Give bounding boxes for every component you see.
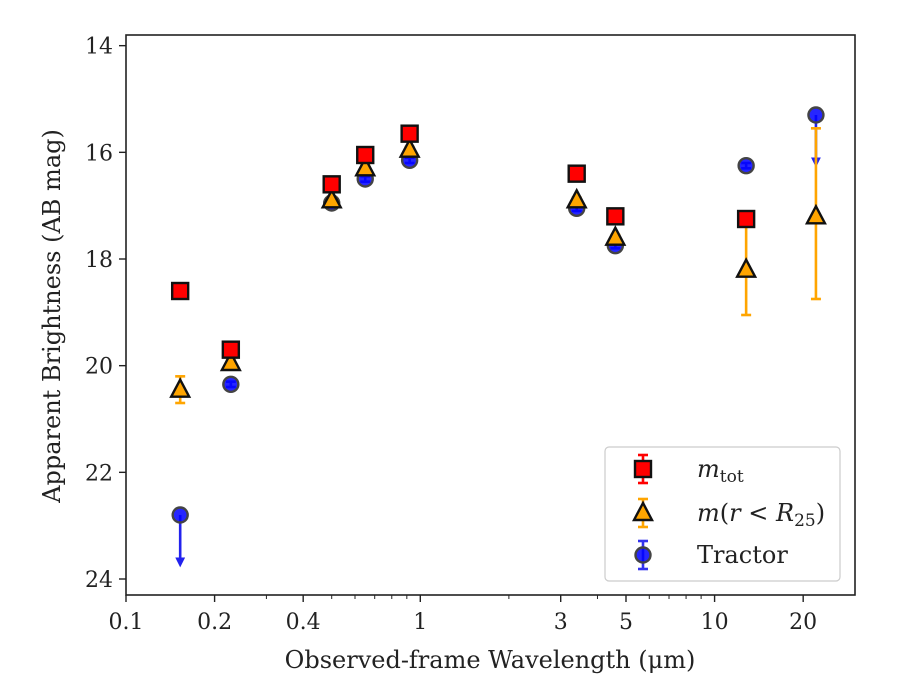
data-point bbox=[170, 281, 190, 301]
y-tick-label: 18 bbox=[85, 248, 113, 273]
data-point bbox=[171, 506, 189, 524]
y-tick-label: 16 bbox=[85, 141, 113, 166]
data-marks bbox=[169, 106, 827, 568]
data-point bbox=[565, 187, 588, 209]
data-point bbox=[606, 207, 625, 226]
legend-item: Tractor bbox=[634, 539, 788, 571]
legend-marker bbox=[633, 459, 653, 479]
data-point bbox=[736, 209, 756, 229]
x-tick-label: 20 bbox=[789, 610, 817, 635]
data-point bbox=[804, 203, 827, 225]
data-point bbox=[400, 124, 419, 143]
legend-label: mtot bbox=[697, 455, 744, 487]
y-tick-label: 22 bbox=[85, 461, 113, 486]
legend-item: m(r < R25) bbox=[632, 497, 825, 531]
y-axis-title: Apparent Brightness (AB mag) bbox=[38, 129, 66, 504]
data-point bbox=[398, 137, 421, 158]
series-square bbox=[170, 124, 756, 359]
legend-label: m(r < R25) bbox=[697, 499, 825, 531]
legend-box bbox=[604, 446, 841, 582]
series-triangle bbox=[169, 127, 827, 405]
legend-label: Tractor bbox=[697, 541, 788, 569]
data-point bbox=[735, 257, 758, 278]
x-tick-label: 1 bbox=[413, 610, 427, 635]
legend-item: mtot bbox=[633, 453, 744, 487]
x-tick-label: 0.1 bbox=[109, 610, 144, 635]
plot-frame bbox=[125, 34, 856, 596]
data-point bbox=[219, 350, 242, 372]
x-tick-label: 3 bbox=[554, 610, 568, 635]
data-point bbox=[807, 106, 825, 124]
y-tick-label: 20 bbox=[85, 355, 113, 380]
data-point bbox=[356, 145, 375, 165]
x-axis-title: Observed-frame Wavelength (μm) bbox=[285, 646, 696, 674]
legend: mtot m(r < R25) Tractor bbox=[604, 446, 841, 582]
y-tick-label: 14 bbox=[85, 35, 113, 60]
data-point bbox=[737, 156, 755, 175]
legend-marker bbox=[634, 546, 652, 564]
data-point bbox=[320, 187, 343, 209]
data-point bbox=[221, 340, 241, 359]
data-point bbox=[322, 175, 341, 194]
x-tick-label: 10 bbox=[701, 610, 729, 635]
x-tick-label: 5 bbox=[619, 610, 633, 635]
x-tick-label: 0.2 bbox=[197, 610, 232, 635]
y-tick-label: 24 bbox=[85, 568, 113, 593]
data-point bbox=[222, 375, 240, 394]
data-point bbox=[604, 225, 627, 246]
x-tick-label: 0.4 bbox=[286, 610, 321, 635]
legend-marker bbox=[632, 500, 654, 522]
data-point bbox=[169, 377, 192, 398]
data-point bbox=[567, 164, 586, 183]
data-point bbox=[354, 155, 377, 177]
axes: 0.1 0.2 0.4 1 3 5 10 20 14 16 18 20 22 24 bbox=[85, 34, 856, 635]
